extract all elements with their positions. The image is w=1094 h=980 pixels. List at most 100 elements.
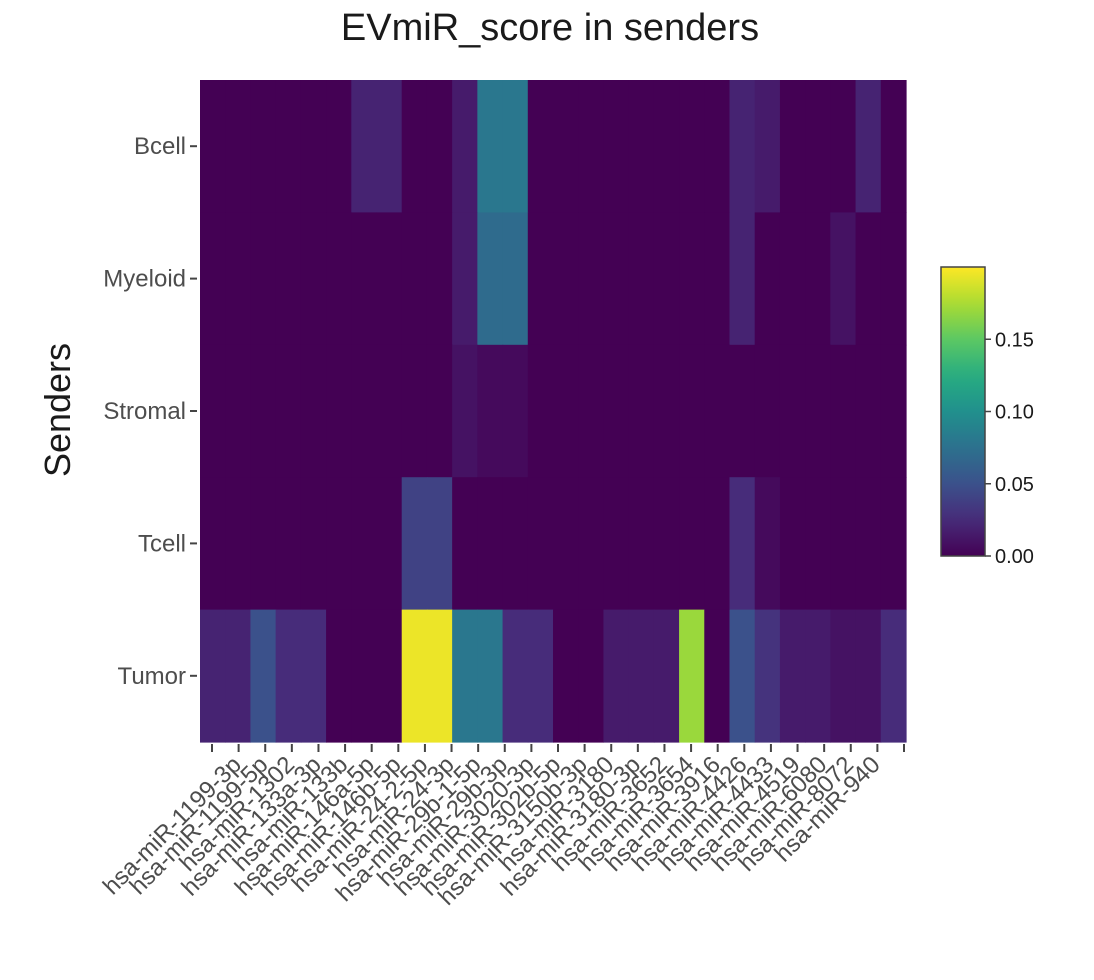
heatmap-cell — [830, 212, 857, 346]
heatmap-cell — [578, 80, 605, 213]
heatmap-cell — [779, 344, 806, 478]
heatmap-cell — [527, 80, 554, 213]
heatmap-cell — [805, 80, 831, 213]
heatmap-cell — [653, 609, 680, 743]
heatmap-cell — [754, 344, 781, 478]
heatmap-cell — [729, 212, 756, 346]
heatmap-cell — [275, 344, 302, 478]
heatmap-cell — [880, 344, 907, 478]
heatmap-cell — [401, 80, 428, 213]
heatmap-cell — [401, 212, 428, 346]
heatmap-cell — [578, 344, 605, 478]
heatmap-cell — [679, 212, 705, 346]
heatmap-cell — [679, 344, 705, 478]
heatmap-cell — [805, 212, 831, 346]
heatmap-cell — [200, 344, 226, 478]
heatmap-cell — [250, 80, 277, 213]
x-axis-ticks: hsa-miR-1199-3phsa-miR-1199-5phsa-miR-13… — [98, 744, 905, 911]
y-axis-ticks: Bcell Myeloid Stromal Tcell Tumor — [103, 133, 197, 690]
heatmap-cell — [351, 609, 378, 743]
heatmap-cell — [300, 80, 327, 213]
heatmap-cell — [275, 212, 302, 346]
heatmap-cell — [628, 344, 655, 478]
heatmap-cell — [527, 344, 554, 478]
heatmap-cell — [754, 609, 781, 743]
y-tick-label: Tcell — [138, 530, 186, 557]
heatmap-cell — [779, 212, 806, 346]
heatmap-cell — [553, 80, 579, 213]
heatmap-cell — [830, 609, 857, 743]
heatmap-cell — [855, 477, 882, 611]
heatmap-cell — [805, 609, 831, 743]
heatmap-cell — [452, 609, 478, 743]
heatmap-cell — [477, 344, 504, 478]
colorbar-tick-label: 0.10 — [995, 402, 1034, 424]
heatmap-cell — [754, 212, 781, 346]
heatmap-cell — [477, 80, 504, 213]
heatmap-cell — [275, 80, 302, 213]
heatmap-cell — [401, 344, 428, 478]
heatmap-cell — [754, 80, 781, 213]
heatmap-cell — [830, 344, 857, 478]
heatmap-cell — [200, 80, 226, 213]
heatmap-cell — [376, 609, 403, 743]
heatmap-cell — [628, 477, 655, 611]
heatmap-cell — [729, 344, 756, 478]
heatmap-cell — [376, 212, 403, 346]
heatmap-cell — [426, 477, 453, 611]
heatmap-cell — [502, 212, 529, 346]
heatmap-cell — [452, 477, 478, 611]
heatmap-cell — [603, 212, 630, 346]
heatmap-cell — [477, 212, 504, 346]
heatmap-cell — [679, 80, 705, 213]
heatmap-cell — [300, 212, 327, 346]
heatmap-cell — [502, 477, 529, 611]
heatmap-cell — [426, 344, 453, 478]
y-tick-label: Myeloid — [103, 266, 186, 293]
heatmap-cell — [326, 80, 352, 213]
heatmap-cell — [578, 212, 605, 346]
heatmap-cell — [855, 609, 882, 743]
y-tick-label: Tumor — [118, 663, 186, 690]
heatmap-cell — [553, 609, 579, 743]
heatmap-cell — [225, 477, 252, 611]
heatmap-cell — [250, 212, 277, 346]
heatmap-cell — [452, 212, 478, 346]
heatmap-cell — [779, 477, 806, 611]
heatmap-cell — [200, 609, 226, 743]
heatmap-cell — [603, 609, 630, 743]
heatmap-cell — [351, 212, 378, 346]
heatmap-cell — [351, 344, 378, 478]
heatmap-cell — [376, 80, 403, 213]
heatmap-cell — [300, 609, 327, 743]
heatmap-cell — [805, 344, 831, 478]
heatmap-cell — [452, 344, 478, 478]
heatmap-cell — [880, 609, 907, 743]
heatmap-cell — [679, 609, 705, 743]
heatmap-cell — [200, 212, 226, 346]
heatmap-cell — [477, 477, 504, 611]
heatmap-cell — [200, 477, 226, 611]
y-tick-label: Stromal — [103, 398, 186, 425]
heatmap-cell — [225, 212, 252, 346]
heatmap-cell — [527, 477, 554, 611]
heatmap-cell — [452, 80, 478, 213]
heatmap-cell — [754, 477, 781, 611]
heatmap-cell — [729, 609, 756, 743]
heatmap-cell — [880, 212, 907, 346]
chart-title: EVmiR_score in senders — [341, 7, 759, 49]
heatmap-cell — [225, 609, 252, 743]
heatmap-cell — [250, 477, 277, 611]
heatmap-cell — [426, 609, 453, 743]
heatmap-cell — [704, 344, 731, 478]
heatmap-cell — [275, 609, 302, 743]
heatmap-cell — [426, 80, 453, 213]
heatmap-cell — [578, 477, 605, 611]
colorbar-tick-label: 0.00 — [995, 546, 1034, 568]
heatmap-cell — [527, 609, 554, 743]
heatmap-cell — [502, 344, 529, 478]
colorbar-tick-label: 0.15 — [995, 329, 1034, 351]
heatmap-cell — [351, 477, 378, 611]
heatmap-cell — [553, 477, 579, 611]
heatmap-cell — [628, 212, 655, 346]
